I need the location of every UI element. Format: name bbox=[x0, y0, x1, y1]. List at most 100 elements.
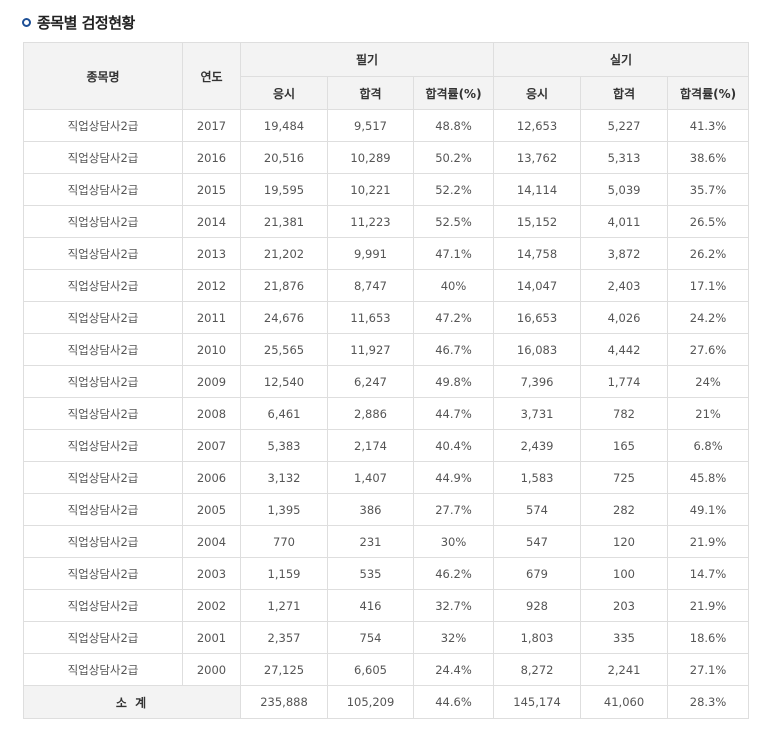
cell-written-applicants: 21,876 bbox=[240, 269, 328, 302]
cell-year: 2007 bbox=[182, 429, 241, 462]
cell-written-passed: 2,174 bbox=[327, 429, 414, 462]
cell-practical-applicants: 14,758 bbox=[493, 237, 582, 270]
table-row: 직업상담사2급 2010 25,565 11,927 46.7% 16,083 4,442 2… bbox=[23, 333, 750, 366]
cell-year: 2000 bbox=[182, 653, 241, 686]
cell-practical-applicants: 15,152 bbox=[493, 205, 582, 238]
cell-practical-applicants: 1,583 bbox=[493, 461, 582, 494]
cell-practical-passed: 5,227 bbox=[580, 109, 669, 142]
table-row: 직업상담사2급 2015 19,595 10,221 52.2% 14,114 5,039 3… bbox=[23, 173, 750, 206]
cell-practical-pass-rate: 21% bbox=[667, 397, 750, 430]
table-row: 직업상담사2급 2016 20,516 10,289 50.2% 13,762 5,313 3… bbox=[23, 141, 750, 174]
bullet-ring-icon bbox=[22, 17, 31, 27]
section-heading: 종목별 검정현황 bbox=[22, 10, 135, 34]
table-header: 종목명 연도 필기 실기 응시 합격 합격률(%) 응시 합격 합격률(%) bbox=[23, 42, 750, 110]
cell-practical-passed: 4,442 bbox=[580, 333, 669, 366]
cell-practical-applicants: 1,803 bbox=[493, 621, 582, 654]
cell-practical-passed: 203 bbox=[580, 589, 669, 622]
cell-practical-pass-rate: 26.5% bbox=[667, 205, 750, 238]
table-row: 직업상담사2급 2017 19,484 9,517 48.8% 12,653 5,227 41… bbox=[23, 109, 750, 142]
cell-practical-pass-rate: 14.7% bbox=[667, 557, 750, 590]
cell-written-passed: 8,747 bbox=[327, 269, 414, 302]
cell-name: 직업상담사2급 bbox=[23, 365, 183, 398]
table-row: 직업상담사2급 2000 27,125 6,605 24.4% 8,272 2,241 27.… bbox=[23, 653, 750, 686]
total-written-applicants: 235,888 bbox=[240, 685, 328, 719]
cell-practical-pass-rate: 6.8% bbox=[667, 429, 750, 462]
cell-written-applicants: 25,565 bbox=[240, 333, 328, 366]
table-row: 직업상담사2급 2011 24,676 11,653 47.2% 16,653 4,026 2… bbox=[23, 301, 750, 334]
header-name: 종목명 bbox=[23, 42, 183, 110]
cell-written-applicants: 12,540 bbox=[240, 365, 328, 398]
cell-year: 2017 bbox=[182, 109, 241, 142]
cell-written-applicants: 19,484 bbox=[240, 109, 328, 142]
cell-practical-pass-rate: 24.2% bbox=[667, 301, 750, 334]
table-row: 직업상담사2급 2005 1,395 386 27.7% 574 282 49.1% bbox=[23, 493, 750, 526]
cell-written-pass-rate: 44.9% bbox=[412, 461, 495, 494]
cell-written-pass-rate: 48.8% bbox=[412, 109, 495, 142]
table-row: 직업상담사2급 2013 21,202 9,991 47.1% 14,758 3,872 26… bbox=[23, 237, 750, 270]
cell-practical-applicants: 7,396 bbox=[493, 365, 582, 398]
exam-stats-table: 종목명 연도 필기 실기 응시 합격 합격률(%) 응시 합격 합격률(%) 직… bbox=[23, 42, 750, 719]
cell-practical-pass-rate: 27.1% bbox=[667, 653, 750, 686]
cell-year: 2005 bbox=[182, 493, 241, 526]
cell-practical-pass-rate: 27.6% bbox=[667, 333, 750, 366]
cell-written-pass-rate: 47.1% bbox=[412, 237, 495, 270]
cell-practical-passed: 3,872 bbox=[580, 237, 669, 270]
cell-written-applicants: 5,383 bbox=[240, 429, 328, 462]
cell-year: 2010 bbox=[182, 333, 241, 366]
cell-practical-applicants: 3,731 bbox=[493, 397, 582, 430]
cell-practical-passed: 1,774 bbox=[580, 365, 669, 398]
cell-written-pass-rate: 44.7% bbox=[412, 397, 495, 430]
cell-written-passed: 416 bbox=[327, 589, 414, 622]
table-footer: 소 계 235,888 105,209 44.6% 145,174 41,060… bbox=[23, 685, 750, 719]
cell-written-pass-rate: 30% bbox=[412, 525, 495, 558]
cell-practical-applicants: 2,439 bbox=[493, 429, 582, 462]
cell-written-passed: 1,407 bbox=[327, 461, 414, 494]
cell-name: 직업상담사2급 bbox=[23, 397, 183, 430]
cell-practical-passed: 100 bbox=[580, 557, 669, 590]
cell-written-applicants: 19,595 bbox=[240, 173, 328, 206]
cell-written-applicants: 20,516 bbox=[240, 141, 328, 174]
cell-practical-applicants: 16,083 bbox=[493, 333, 582, 366]
table-body: 직업상담사2급 2017 19,484 9,517 48.8% 12,653 5,227 41… bbox=[23, 109, 750, 686]
cell-written-pass-rate: 49.8% bbox=[412, 365, 495, 398]
cell-practical-pass-rate: 49.1% bbox=[667, 493, 750, 526]
cell-practical-applicants: 13,762 bbox=[493, 141, 582, 174]
cell-year: 2013 bbox=[182, 237, 241, 270]
cell-practical-passed: 282 bbox=[580, 493, 669, 526]
total-row: 소 계 235,888 105,209 44.6% 145,174 41,060… bbox=[23, 685, 750, 719]
cell-year: 2014 bbox=[182, 205, 241, 238]
cell-written-pass-rate: 52.5% bbox=[412, 205, 495, 238]
cell-practical-pass-rate: 38.6% bbox=[667, 141, 750, 174]
cell-practical-passed: 4,026 bbox=[580, 301, 669, 334]
cell-practical-pass-rate: 24% bbox=[667, 365, 750, 398]
cell-practical-passed: 725 bbox=[580, 461, 669, 494]
cell-name: 직업상담사2급 bbox=[23, 205, 183, 238]
cell-practical-passed: 335 bbox=[580, 621, 669, 654]
cell-written-passed: 11,927 bbox=[327, 333, 414, 366]
cell-year: 2002 bbox=[182, 589, 241, 622]
cell-practical-applicants: 574 bbox=[493, 493, 582, 526]
header-practical-applicants: 응시 bbox=[493, 76, 582, 110]
cell-written-pass-rate: 40% bbox=[412, 269, 495, 302]
cell-practical-passed: 2,403 bbox=[580, 269, 669, 302]
cell-name: 직업상담사2급 bbox=[23, 141, 183, 174]
cell-written-applicants: 770 bbox=[240, 525, 328, 558]
table-row: 직업상담사2급 2001 2,357 754 32% 1,803 335 18.6% bbox=[23, 621, 750, 654]
cell-written-passed: 11,223 bbox=[327, 205, 414, 238]
cell-practical-applicants: 928 bbox=[493, 589, 582, 622]
cell-written-pass-rate: 50.2% bbox=[412, 141, 495, 174]
cell-practical-passed: 5,039 bbox=[580, 173, 669, 206]
cell-written-applicants: 2,357 bbox=[240, 621, 328, 654]
cell-practical-pass-rate: 17.1% bbox=[667, 269, 750, 302]
cell-written-pass-rate: 52.2% bbox=[412, 173, 495, 206]
cell-year: 2001 bbox=[182, 621, 241, 654]
cell-written-passed: 6,605 bbox=[327, 653, 414, 686]
cell-name: 직업상담사2급 bbox=[23, 621, 183, 654]
cell-year: 2011 bbox=[182, 301, 241, 334]
cell-written-applicants: 27,125 bbox=[240, 653, 328, 686]
cell-practical-passed: 2,241 bbox=[580, 653, 669, 686]
total-written-pass-rate: 44.6% bbox=[412, 685, 495, 719]
header-practical-group: 실기 bbox=[493, 42, 750, 77]
total-label: 소 계 bbox=[23, 685, 241, 719]
cell-year: 2016 bbox=[182, 141, 241, 174]
